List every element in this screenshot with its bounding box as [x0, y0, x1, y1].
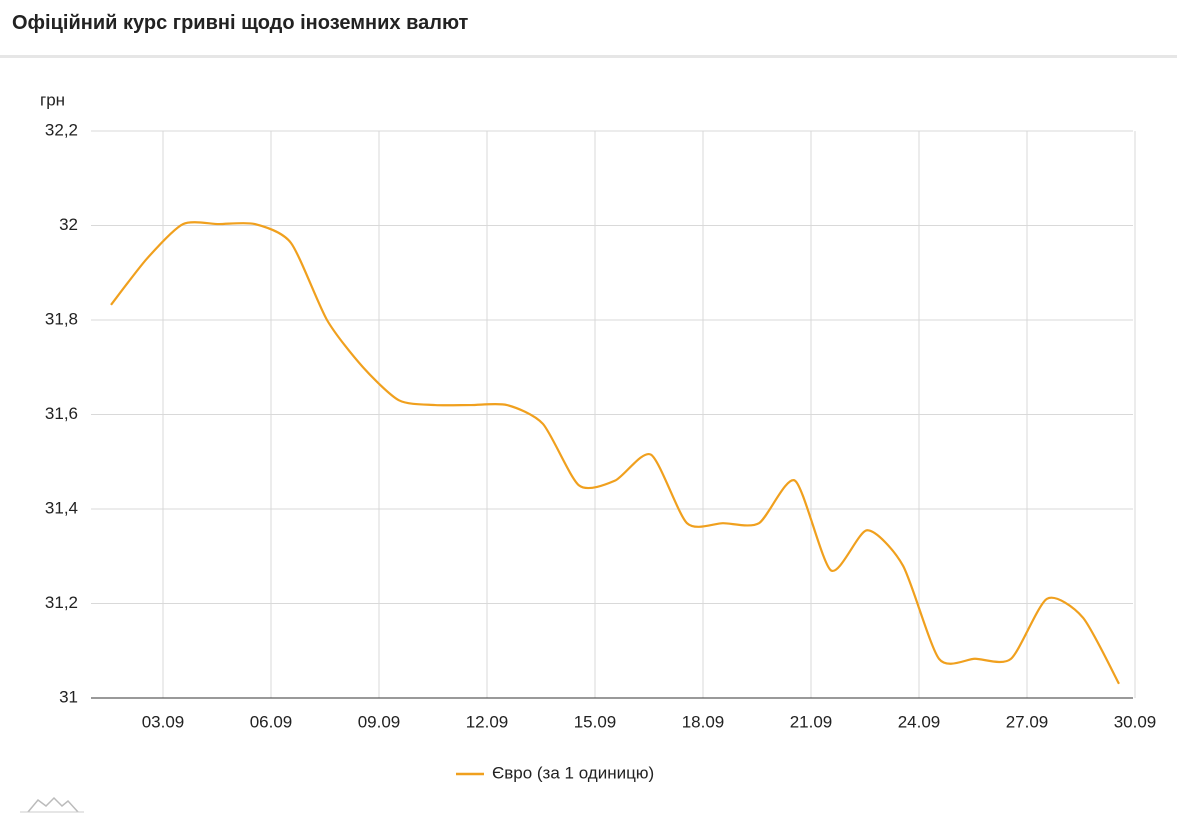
- x-tick-label: 27.09: [1006, 712, 1049, 731]
- x-tick-label: 21.09: [790, 712, 833, 731]
- y-tick-label: 31,6: [45, 404, 78, 423]
- y-tick-label: 31,2: [45, 593, 78, 612]
- y-tick-label: 31,4: [45, 498, 78, 517]
- logo: [27, 796, 79, 813]
- x-tick-label: 30.09: [1114, 712, 1157, 731]
- x-tick-label: 24.09: [898, 712, 941, 731]
- y-tick-label: 31: [59, 687, 78, 706]
- x-tick-label: 06.09: [250, 712, 293, 731]
- y-tick-label: 32: [59, 215, 78, 234]
- x-tick-label: 18.09: [682, 712, 725, 731]
- y-tick-label: 32,2: [45, 120, 78, 139]
- y-axis-label: грн: [40, 90, 65, 109]
- header: Офіційний курс гривні щодо іноземних вал…: [0, 0, 1177, 58]
- series-line: [110, 221, 1120, 685]
- x-tick-label: 15.09: [574, 712, 617, 731]
- chart-title: Офіційний курс гривні щодо іноземних вал…: [12, 12, 469, 34]
- x-tick-label: 03.09: [142, 712, 185, 731]
- legend-label: Євро (за 1 одиницю): [492, 763, 654, 782]
- x-tick-label: 09.09: [358, 712, 401, 731]
- y-tick-label: 31,8: [45, 309, 78, 328]
- x-tick-label: 12.09: [466, 712, 509, 731]
